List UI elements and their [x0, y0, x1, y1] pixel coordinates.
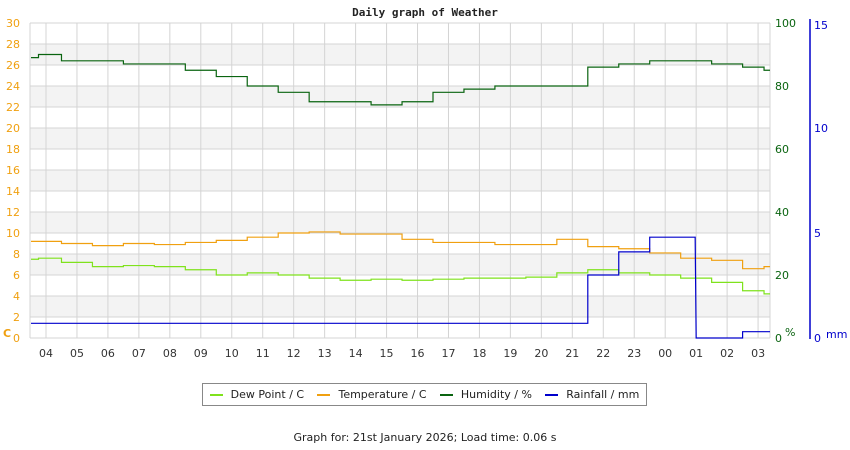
- left-axis-tick: 16: [6, 164, 20, 177]
- x-tick-label: 11: [256, 347, 270, 360]
- left-axis-tick: 22: [6, 101, 20, 114]
- left-axis-tick: 14: [6, 185, 20, 198]
- humidity-axis-tick: 60: [775, 143, 789, 156]
- rain-axis-tick: 15: [814, 19, 828, 32]
- rain-axis-tick: 10: [814, 122, 828, 135]
- rainfall-swatch-icon: [545, 393, 559, 396]
- rain-axis-tick: 0: [814, 332, 821, 345]
- x-tick-label: 19: [503, 347, 517, 360]
- rain-axis-tick: 5: [814, 227, 821, 240]
- x-tick-label: 15: [380, 347, 394, 360]
- left-axis-unit: C: [3, 327, 11, 340]
- left-axis-tick: 6: [13, 269, 20, 282]
- left-axis-tick: 12: [6, 206, 20, 219]
- x-tick-label: 03: [751, 347, 765, 360]
- humidity-swatch-icon: [439, 393, 453, 396]
- left-axis-tick: 30: [6, 17, 20, 30]
- x-tick-label: 09: [194, 347, 208, 360]
- x-tick-label: 04: [39, 347, 53, 360]
- x-tick-label: 14: [349, 347, 363, 360]
- dew-point-line: [31, 257, 770, 295]
- left-axis-tick: 2: [13, 311, 20, 324]
- x-tick-label: 21: [565, 347, 579, 360]
- x-tick-label: 07: [132, 347, 146, 360]
- left-axis-tick: 18: [6, 143, 20, 156]
- x-tick-label: 01: [689, 347, 703, 360]
- x-tick-label: 12: [287, 347, 301, 360]
- humidity-axis-tick: 20: [775, 269, 789, 282]
- x-tick-label: 23: [627, 347, 641, 360]
- legend-label: Temperature / C: [338, 388, 427, 401]
- vertical-gridlines: [29, 23, 771, 338]
- temperature-swatch-icon: [317, 393, 331, 396]
- legend-item-temperature: Temperature / C: [317, 388, 427, 401]
- x-tick-label: 02: [720, 347, 734, 360]
- x-tick-label: 06: [101, 347, 115, 360]
- legend-label: Rainfall / mm: [566, 388, 640, 401]
- x-tick-label: 22: [596, 347, 610, 360]
- axes: 04 05 06 07 08 09 10 11 12 13 14 15 16 17 18 19 20 21 22 23…: [3, 17, 847, 360]
- legend-item-rainfall: Rainfall / mm: [545, 388, 639, 401]
- x-tick-label: 05: [70, 347, 84, 360]
- footer-status: Graph for: 21st January 2026; Load time:…: [293, 431, 557, 444]
- rainfall-line: [31, 236, 770, 339]
- horizontal-gridlines: [30, 22, 770, 339]
- x-tick-label: 17: [441, 347, 455, 360]
- grid-bands: [30, 44, 770, 317]
- humidity-line: [31, 53, 770, 106]
- left-axis-tick: 0: [13, 332, 20, 345]
- left-axis-tick: 24: [6, 80, 20, 93]
- chart-title: Daily graph of Weather: [352, 6, 498, 19]
- legend-item-humidity: Humidity / %: [439, 388, 532, 401]
- legend-label: Humidity / %: [460, 388, 532, 401]
- x-tick-label: 00: [658, 347, 672, 360]
- legend-item-dew-point: Dew Point / C: [209, 388, 305, 401]
- humidity-axis-unit: %: [785, 326, 795, 339]
- humidity-axis-tick: 0: [775, 332, 782, 345]
- rain-axis-unit: mm: [826, 328, 847, 341]
- dew-point-swatch-icon: [209, 393, 223, 396]
- left-axis-tick: 26: [6, 59, 20, 72]
- x-tick-label: 13: [318, 347, 332, 360]
- left-axis-tick: 4: [13, 290, 20, 303]
- humidity-axis-tick: 40: [775, 206, 789, 219]
- temperature-line: [31, 231, 770, 270]
- humidity-axis-tick: 80: [775, 80, 789, 93]
- x-tick-label: 20: [534, 347, 548, 360]
- x-tick-label: 08: [163, 347, 177, 360]
- left-axis-tick: 20: [6, 122, 20, 135]
- legend-label: Dew Point / C: [230, 388, 305, 401]
- left-axis-tick: 28: [6, 38, 20, 51]
- x-tick-label: 10: [225, 347, 239, 360]
- left-axis-tick: 8: [13, 248, 20, 261]
- left-axis-tick: 10: [6, 227, 20, 240]
- x-tick-label: 16: [411, 347, 425, 360]
- humidity-axis-tick: 100: [775, 17, 796, 30]
- series-lines: [31, 53, 770, 339]
- legend: Dew Point / C Temperature / C Humidity /…: [202, 383, 647, 406]
- x-tick-label: 18: [472, 347, 486, 360]
